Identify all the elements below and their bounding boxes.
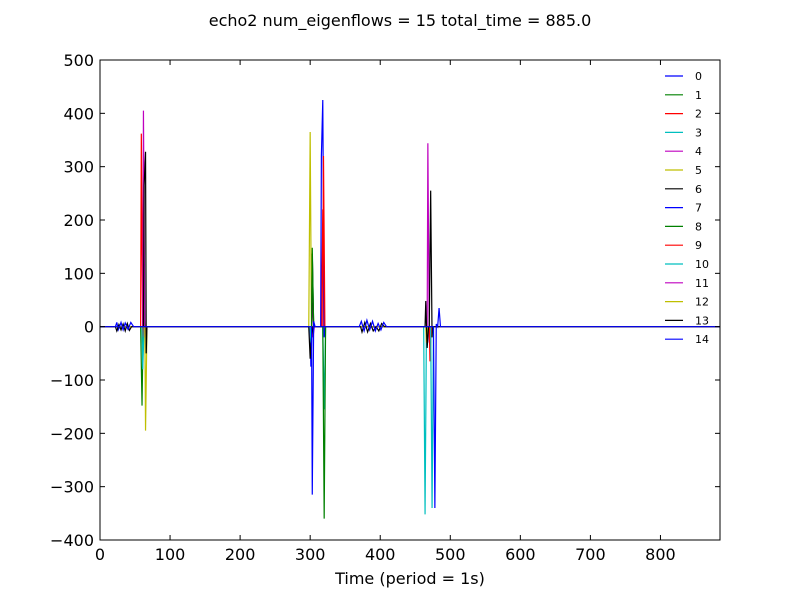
series-line-4	[100, 110, 720, 343]
series-line-9	[100, 155, 720, 362]
legend-label-6: 6	[695, 183, 702, 196]
y-tick-label-200: 200	[63, 211, 94, 230]
series-line-14	[100, 307, 720, 509]
series-line-12	[100, 326, 720, 343]
legend-label-12: 12	[695, 296, 709, 309]
y-tick-label--100: −100	[50, 371, 94, 390]
y-tick-label--300: −300	[50, 478, 94, 497]
x-axis: 0 100 200 300 400 500 600 700 800	[95, 60, 676, 564]
series-line-3	[100, 326, 720, 515]
x-tick-label-200: 200	[225, 545, 256, 564]
series-line-2	[100, 133, 720, 338]
series-line-1	[100, 305, 720, 406]
x-tick-label-700: 700	[575, 545, 606, 564]
x-tick-label-100: 100	[155, 545, 186, 564]
x-tick-label-500: 500	[435, 545, 466, 564]
legend-label-5: 5	[695, 164, 702, 177]
legend-label-4: 4	[695, 145, 702, 158]
legend-label-11: 11	[695, 277, 709, 290]
plot-frame	[99, 59, 721, 541]
legend-label-10: 10	[695, 258, 709, 271]
x-tick-label-800: 800	[645, 545, 676, 564]
series-line-5	[100, 131, 720, 431]
series-layer	[100, 99, 720, 519]
legend-label-8: 8	[695, 220, 702, 233]
legend-label-3: 3	[695, 126, 702, 139]
legend-label-9: 9	[695, 239, 702, 252]
legend-label-2: 2	[695, 108, 702, 121]
series-line-8	[100, 247, 720, 519]
legend-label-13: 13	[695, 314, 709, 327]
x-axis-label: Time (period = 1s)	[334, 569, 485, 588]
x-tick-label-600: 600	[505, 545, 536, 564]
legend-label-14: 14	[695, 333, 709, 346]
y-tick-label--400: −400	[50, 531, 94, 550]
series-line-6	[100, 151, 720, 354]
series-line-11	[100, 326, 720, 338]
y-tick-label-400: 400	[63, 104, 94, 123]
x-tick-label-300: 300	[295, 545, 326, 564]
y-tick-label-300: 300	[63, 158, 94, 177]
legend-label-0: 0	[695, 70, 702, 83]
y-tick-label-100: 100	[63, 264, 94, 283]
chart-title: echo2 num_eigenflows = 15 total_time = 8…	[209, 11, 592, 31]
legend-label-7: 7	[695, 202, 702, 215]
y-tick-label-0: 0	[84, 318, 94, 337]
x-tick-label-400: 400	[365, 545, 396, 564]
y-tick-label-500: 500	[63, 51, 94, 70]
series-line-13	[100, 301, 720, 359]
x-tick-label-0: 0	[95, 545, 105, 564]
y-tick-label--200: −200	[50, 424, 94, 443]
series-line-10	[100, 326, 720, 509]
legend-label-1: 1	[695, 89, 702, 102]
